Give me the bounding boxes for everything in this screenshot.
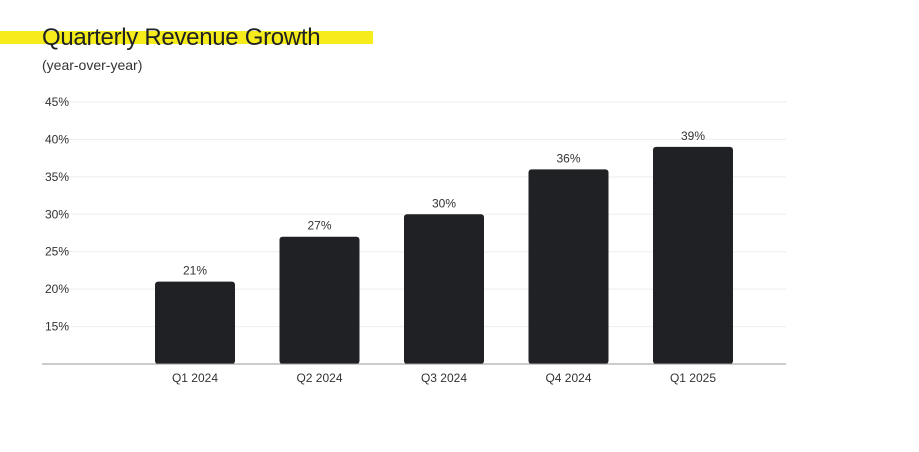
x-tick-label: Q4 2024: [545, 371, 591, 385]
y-tick-label: 35%: [45, 170, 69, 184]
bar-value-labels: 21% 27% 30% 36% 39%: [183, 129, 705, 278]
y-tick-label: 30%: [45, 207, 69, 221]
y-tick-label: 40%: [45, 132, 69, 146]
y-tick-label: 45%: [45, 95, 69, 109]
bar-value-label: 21%: [183, 264, 207, 278]
chart-title: Quarterly Revenue Growth: [42, 24, 321, 51]
bar: [653, 146, 733, 364]
y-tick-label: 15%: [45, 320, 69, 334]
y-tick-label: 25%: [45, 245, 69, 259]
bar-value-label: 39%: [681, 129, 705, 143]
x-axis: Q1 2024 Q2 2024 Q3 2024 Q4 2024 Q1 2025: [42, 363, 786, 385]
bar-value-label: 36%: [556, 151, 580, 165]
bar-value-label: 30%: [432, 196, 456, 210]
bar-value-label: 27%: [307, 219, 331, 233]
bar: [528, 169, 609, 364]
chart-subtitle: (year-over-year): [42, 57, 143, 73]
y-axis: 15% 20% 25% 30% 35% 40% 45%: [45, 95, 69, 334]
bar: [155, 281, 235, 364]
x-tick-label: Q3 2024: [421, 371, 467, 385]
x-tick-label: Q1 2024: [172, 371, 218, 385]
title-highlight: [0, 31, 373, 44]
bar: [279, 236, 360, 364]
x-tick-label: Q2 2024: [296, 371, 342, 385]
bars: [155, 146, 733, 364]
y-tick-label: 20%: [45, 282, 69, 296]
x-tick-label: Q1 2025: [670, 371, 716, 385]
bar: [404, 214, 484, 364]
